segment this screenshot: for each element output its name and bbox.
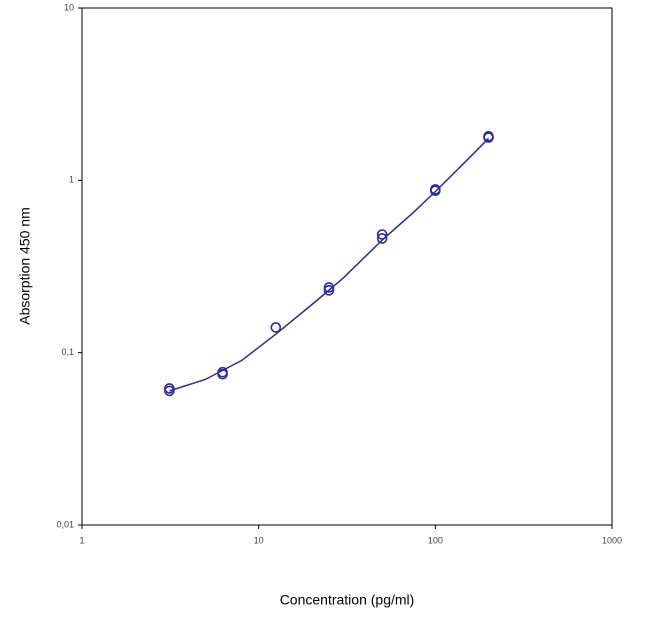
data-point xyxy=(483,132,494,143)
y-axis-label: Absorption 450 nm xyxy=(17,207,33,325)
y-tick-label: 0,01 xyxy=(56,519,74,529)
data-point xyxy=(270,322,282,333)
data-point xyxy=(376,233,388,244)
data-point xyxy=(430,185,441,197)
y-tick-label: 0,1 xyxy=(61,347,74,357)
x-tick-label: 100 xyxy=(428,535,443,545)
fit-curve xyxy=(169,137,490,392)
data-point xyxy=(376,229,388,240)
data-point xyxy=(323,285,335,296)
y-tick-label: 10 xyxy=(64,2,74,12)
data-point xyxy=(164,385,175,397)
data-point xyxy=(323,282,335,293)
x-tick-label: 1 xyxy=(79,535,84,545)
y-tick-label: 1 xyxy=(69,175,74,185)
plot-frame xyxy=(81,7,613,526)
x-axis-label: Concentration (pg/ml) xyxy=(280,592,415,608)
x-tick-label: 1000 xyxy=(602,535,622,545)
x-tick-label: 10 xyxy=(254,535,264,545)
